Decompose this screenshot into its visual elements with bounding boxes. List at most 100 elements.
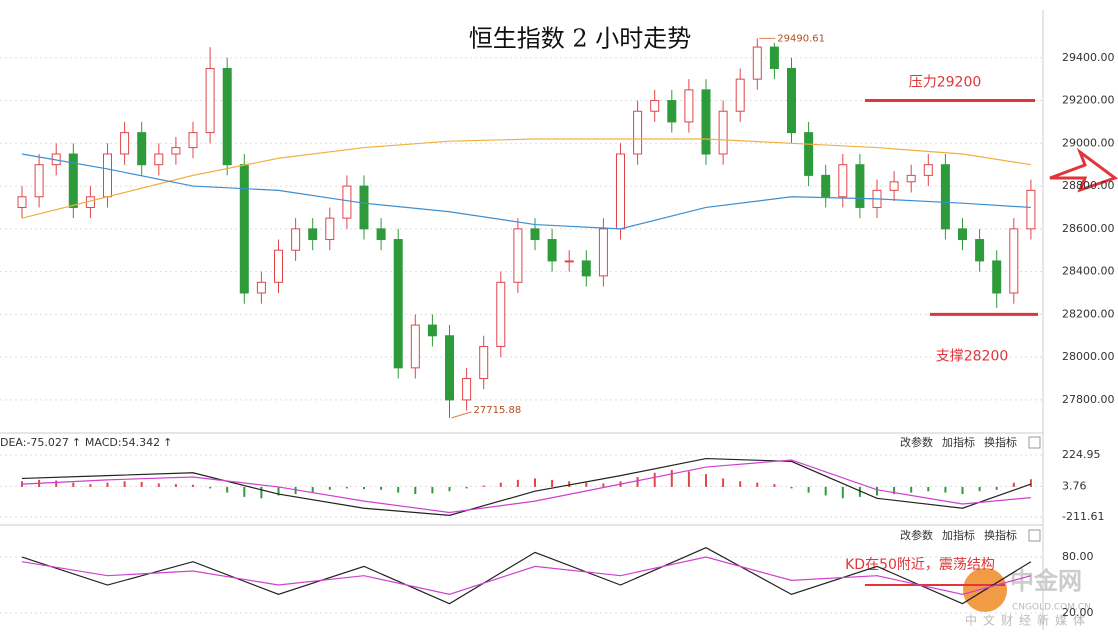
candle-body <box>958 228 967 241</box>
candle-body <box>906 174 916 183</box>
candle-body <box>256 281 266 294</box>
candle-body <box>137 132 147 166</box>
panel-button[interactable]: 改参数 <box>900 435 933 449</box>
candle-body <box>530 228 540 241</box>
panel-button[interactable]: 加指标 <box>942 528 975 542</box>
candle-body <box>889 181 899 191</box>
candle-body <box>769 46 779 69</box>
candle-body <box>513 228 523 283</box>
y-tick-label: -211.61 <box>1062 510 1104 523</box>
y-tick-label: 29200.00 <box>1062 94 1115 107</box>
candle-body <box>342 185 352 219</box>
candle-body <box>17 196 27 208</box>
candle-body <box>940 164 950 230</box>
candle-body <box>650 100 660 112</box>
y-tick-label: 28200.00 <box>1062 307 1115 320</box>
candle-body <box>427 324 437 337</box>
candle-body <box>667 100 677 123</box>
candle-body <box>479 345 489 380</box>
panel-button[interactable]: 换指标 <box>984 528 1017 542</box>
candle-body <box>445 335 454 401</box>
close-button[interactable] <box>1028 436 1041 449</box>
arrow-icon <box>1049 147 1118 193</box>
candle-body <box>120 132 130 155</box>
y-tick-label: 28000.00 <box>1062 350 1115 363</box>
level-label: KD在50附近，震荡结构 <box>845 557 995 573</box>
watermark-name: 中金网 <box>1010 567 1082 595</box>
level-label: 压力29200 <box>909 75 982 91</box>
candle-body <box>359 185 369 230</box>
indicator-line <box>21 459 1031 514</box>
candle-body <box>274 249 283 283</box>
arrow-icon: ↑ <box>163 436 172 449</box>
candle-body <box>992 260 1002 294</box>
candle-body <box>923 164 933 176</box>
y-tick-label: 27800.00 <box>1062 393 1115 406</box>
trough-label: 27715.88 <box>474 405 522 416</box>
candle-body <box>222 67 232 166</box>
y-tick-label: 28600.00 <box>1062 222 1115 235</box>
panel-button[interactable]: 改参数 <box>900 528 933 542</box>
candle-body <box>616 153 625 230</box>
candle-body <box>103 153 112 198</box>
indicator-line <box>21 153 1031 230</box>
candle-body <box>547 239 557 262</box>
candle-body <box>1009 228 1019 294</box>
candle-body <box>787 67 796 134</box>
indicator-line <box>21 547 1032 605</box>
y-tick-label: 29000.00 <box>1062 136 1115 149</box>
panel-button[interactable]: 换指标 <box>984 435 1017 449</box>
candle-body <box>325 217 335 241</box>
candle-body <box>291 228 301 251</box>
candle-body <box>188 132 198 149</box>
y-tick-label: 28400.00 <box>1062 265 1115 278</box>
candle-body <box>838 164 848 198</box>
candle-body <box>154 153 164 166</box>
indicator-line <box>21 457 1032 516</box>
candle-body <box>376 228 386 241</box>
candle-body <box>804 132 814 176</box>
y-tick-label: 3.76 <box>1062 479 1087 492</box>
y-tick-label: 20.00 <box>1062 606 1094 619</box>
indicator-line <box>21 556 1032 595</box>
panel-button[interactable]: 加指标 <box>942 435 975 449</box>
y-tick-label: 29400.00 <box>1062 51 1115 64</box>
candle-body <box>239 164 249 294</box>
candle-body <box>821 174 831 198</box>
close-button[interactable] <box>1028 529 1041 542</box>
candle-body <box>718 110 728 155</box>
candle-body <box>462 378 472 401</box>
arrow-icon: ↑ <box>72 436 81 449</box>
candle-body <box>393 239 403 369</box>
candle-body <box>410 324 420 369</box>
candle-body <box>855 164 865 208</box>
candle-body <box>735 78 745 112</box>
candle-body <box>633 110 643 155</box>
candle-body <box>975 239 985 262</box>
candle-body <box>701 89 711 155</box>
y-tick-label: 28800.00 <box>1062 179 1115 192</box>
candle-body <box>581 260 591 277</box>
level-label: 支撑28200 <box>936 348 1009 364</box>
watermark-tagline: 中文财经新媒体 <box>965 613 1091 628</box>
candle-body <box>34 164 44 198</box>
indicator-line <box>21 138 1031 219</box>
candle-body <box>171 147 181 155</box>
candle-body <box>308 228 318 241</box>
candle-body <box>496 281 506 347</box>
peak-label: 29490.61 <box>777 33 825 44</box>
candle-body <box>684 89 694 123</box>
candle-body <box>68 153 78 208</box>
y-tick-label: 80.00 <box>1062 550 1094 563</box>
candle-body <box>205 67 215 134</box>
indicator-label: DEA:-75.027 <box>0 436 69 449</box>
indicator-label: MACD:54.342 <box>85 436 160 449</box>
y-tick-label: 224.95 <box>1062 448 1101 461</box>
candle-body <box>1026 189 1036 230</box>
trough-pointer <box>451 411 472 419</box>
candle-body <box>598 228 608 277</box>
chart-title: 恒生指数 2 小时走势 <box>469 25 692 53</box>
watermark-domain: CNGOLD.COM.CN <box>1012 603 1091 613</box>
